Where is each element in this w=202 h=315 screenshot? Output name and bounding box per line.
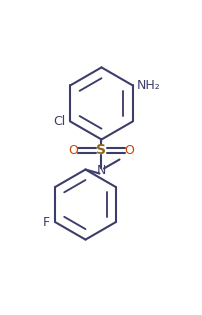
Text: S: S — [96, 144, 106, 158]
Text: O: O — [124, 144, 134, 157]
Text: F: F — [43, 215, 50, 229]
Text: Cl: Cl — [53, 115, 65, 128]
Text: O: O — [68, 144, 78, 157]
Text: N: N — [96, 164, 106, 177]
Text: NH₂: NH₂ — [136, 79, 160, 92]
